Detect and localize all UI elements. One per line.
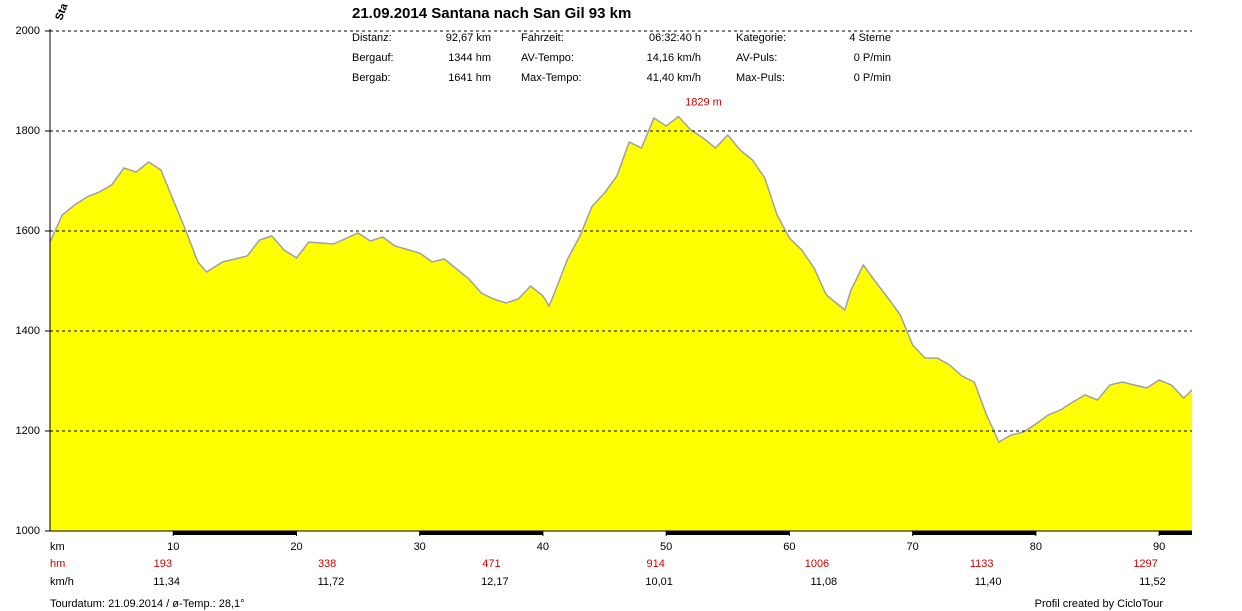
speed-value: 11,40 xyxy=(975,576,1002,588)
hm-value: 338 xyxy=(318,558,336,570)
x-tick-label: 40 xyxy=(537,541,549,553)
y-tick-label: 1400 xyxy=(16,325,40,337)
row-label: hm xyxy=(50,558,65,570)
stat-cell: 1641 hm xyxy=(448,72,491,84)
stat-cell: AV-Tempo: xyxy=(521,52,574,64)
speed-value: 11,52 xyxy=(1139,576,1166,588)
elevation-area xyxy=(50,116,1192,531)
stat-cell: 41,40 km/h xyxy=(647,72,701,84)
speed-value: 11,08 xyxy=(810,576,837,588)
x-tick-label: 20 xyxy=(290,541,302,553)
hm-value: 1006 xyxy=(805,558,829,570)
stat-cell: Max-Puls: xyxy=(736,72,785,84)
axis-band xyxy=(912,531,1036,535)
y-tick-label: 1000 xyxy=(16,525,40,537)
y-tick-label: 2000 xyxy=(16,25,40,37)
stat-cell: 14,16 km/h xyxy=(647,52,701,64)
chart-title: 21.09.2014 Santana nach San Gil 93 km xyxy=(352,5,631,22)
stat-cell: 0 P/min xyxy=(854,52,891,64)
x-tick-label: 50 xyxy=(660,541,672,553)
stat-cell: Fahrzeit: xyxy=(521,32,564,44)
hm-value: 1297 xyxy=(1133,558,1157,570)
stat-cell: 06:32:40 h xyxy=(649,32,701,44)
axis-band xyxy=(419,531,543,535)
axis-band xyxy=(1159,531,1192,535)
hm-value: 193 xyxy=(154,558,172,570)
peak-label: 1829 m xyxy=(685,96,722,108)
speed-value: 12,17 xyxy=(481,576,509,588)
stat-cell: 92,67 km xyxy=(446,32,491,44)
x-tick-label: 90 xyxy=(1153,541,1165,553)
y-tick-label: 1200 xyxy=(16,425,40,437)
y-tick-label: 1600 xyxy=(16,225,40,237)
hm-value: 1133 xyxy=(970,558,994,570)
x-tick-label: 30 xyxy=(414,541,426,553)
stat-cell: Bergab: xyxy=(352,72,391,84)
stat-cell: Distanz: xyxy=(352,32,392,44)
axis-band xyxy=(173,531,297,535)
hm-value: 914 xyxy=(647,558,665,570)
row-label: km/h xyxy=(50,576,74,588)
x-tick-label: 70 xyxy=(907,541,919,553)
axis-band xyxy=(666,531,790,535)
speed-value: 10,01 xyxy=(645,576,673,588)
speed-value: 11,72 xyxy=(318,576,345,588)
footer-left: Tourdatum: 21.09.2014 / ø-Temp.: 28,1° xyxy=(50,598,245,610)
speed-value: 11,34 xyxy=(153,576,180,588)
stat-cell: 1344 hm xyxy=(448,52,491,64)
elevation-line xyxy=(49,115,1193,444)
stat-cell: Bergauf: xyxy=(352,52,394,64)
stat-cell: AV-Puls: xyxy=(736,52,777,64)
row-label: km xyxy=(50,541,65,553)
x-tick-label: 60 xyxy=(783,541,795,553)
stat-cell: 0 P/min xyxy=(854,72,891,84)
x-tick-label: 80 xyxy=(1030,541,1042,553)
y-tick-label: 1800 xyxy=(16,125,40,137)
corner-label: Sta xyxy=(53,1,70,22)
footer-right: Profil created by CicloTour xyxy=(1035,598,1164,610)
stat-cell: Kategorie: xyxy=(736,32,786,44)
stat-cell: 4 Sterne xyxy=(849,32,891,44)
hm-value: 471 xyxy=(482,558,500,570)
stat-cell: Max-Tempo: xyxy=(521,72,582,84)
x-tick-label: 10 xyxy=(167,541,179,553)
